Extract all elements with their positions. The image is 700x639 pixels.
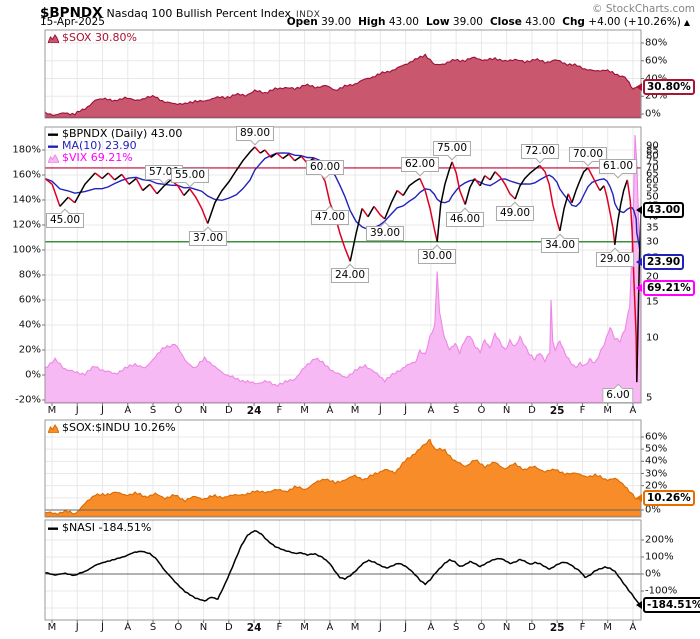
bpndx-price-series: [59, 196, 69, 207]
bpndx-price-series: [94, 172, 103, 180]
bpndx-price-series: [107, 172, 116, 181]
bpndx-price-series: [276, 152, 284, 160]
exchange-label: INDX: [295, 10, 321, 20]
bpndx-price-series: [128, 177, 137, 185]
bpndx-price-series: [484, 175, 491, 181]
line-icon: [48, 145, 58, 148]
bpndx-price-series: [567, 193, 573, 203]
nasi-legend-label: $NASI -184.51%: [62, 521, 152, 534]
bpndx-price-series: [614, 179, 629, 245]
bpndx-price-series: [189, 188, 209, 224]
bpndx-price-series: [270, 152, 278, 159]
open-value: 39.00: [321, 16, 352, 28]
bpndx-price-series: [514, 164, 541, 200]
bpndx-price-series: [264, 149, 272, 158]
bpndx-price-series: [571, 167, 589, 203]
bpndx-price-series: [396, 189, 404, 197]
chg-value: +4.00 (+10.26%): [588, 16, 681, 28]
copyright: © StockCharts.com: [592, 3, 695, 15]
open-label: Open: [286, 16, 318, 28]
bpndx-price-series: [539, 165, 561, 232]
bpndx-price-series: [312, 158, 351, 262]
bpndx-price-series: [451, 161, 466, 205]
line-icon: [48, 527, 58, 530]
area-chart-icon: [48, 33, 59, 43]
bpndx-legend-label: $BPNDX (Daily) 43.00: [62, 127, 183, 140]
low-value: 39.00: [452, 16, 483, 28]
nasi-line-series: [44, 530, 642, 607]
bpndx-price-series: [142, 183, 151, 192]
bpndx-price-series: [74, 172, 96, 204]
sox-indu-area-series: [44, 438, 642, 517]
panel-border: [44, 419, 642, 518]
low-label: Low: [425, 16, 450, 28]
bpndx-price-series: [149, 183, 158, 195]
bpndx-price-series: [306, 157, 314, 164]
vix-area-series: [44, 134, 642, 403]
bpndx-price-series: [419, 178, 438, 242]
bpndx-price-series: [288, 153, 296, 162]
bpndx-price-series: [436, 161, 453, 242]
bpndx-price-series: [402, 177, 421, 196]
close-label: Close: [489, 16, 522, 28]
bpndx-price-series: [121, 173, 130, 185]
bpndx-price-series: [479, 175, 486, 187]
high-label: High: [358, 16, 386, 28]
bpndx-price-series: [135, 178, 144, 191]
bpndx-price-series: [44, 177, 61, 207]
sox-panel-legend: $SOX 30.80%: [48, 32, 137, 44]
bpndx-price-series: [636, 210, 642, 383]
bpndx-price-series: [67, 196, 76, 204]
bpndx-price-series: [367, 206, 375, 218]
ohlc-quote: Open 39.00 High 43.00 Low 39.00 Close 43.00…: [280, 16, 690, 28]
bpndx-price-series: [494, 171, 516, 200]
panel-border: [44, 126, 642, 404]
chart-header: $BPNDX Nasdaq 100 Bullish Percent Index IN…: [40, 2, 320, 21]
bpndx-price-series: [373, 205, 386, 220]
panel-border: [44, 29, 642, 119]
bpndx-price-series: [114, 173, 123, 181]
bpndx-price-series: [464, 178, 476, 205]
bpndx-price-series: [384, 190, 398, 220]
bpndx-price-series: [599, 185, 605, 191]
bpndx-price-series: [474, 178, 481, 187]
bpndx-price-series: [361, 207, 369, 218]
bpndx-price-series: [183, 188, 191, 196]
close-value: 43.00: [525, 16, 556, 28]
bpndx-price-series: [101, 172, 109, 180]
area-chart-icon: [48, 153, 59, 163]
sox-indu-legend-label: $SOX:$INDU 10.26%: [62, 421, 176, 434]
sox-indu-panel-legend: $SOX:$INDU 10.26%: [48, 422, 176, 434]
bpndx-price-series: [587, 167, 601, 191]
bpndx-price-series: [156, 179, 172, 195]
symbol: $BPNDX: [40, 5, 103, 21]
bpndx-price-series: [559, 193, 570, 232]
main-panel-legend: $BPNDX (Daily) 43.00 MA(10) 23.90 $VIX 6…: [48, 128, 182, 164]
bpndx-price-series: [489, 171, 496, 181]
line-icon: [48, 133, 58, 136]
nasi-panel-legend: $NASI -184.51%: [48, 522, 151, 534]
high-value: 43.00: [388, 16, 419, 28]
bpndx-price-series: [254, 146, 261, 154]
ma10-legend-label: MA(10) 23.90: [62, 139, 137, 152]
panel-border: [44, 519, 642, 621]
bpndx-price-series: [603, 185, 616, 245]
bpndx-price-series: [206, 146, 256, 224]
chg-label: Chg: [562, 16, 585, 28]
sox-area-series: [44, 53, 642, 118]
page-title: Nasdaq 100 Bullish Percent Index: [106, 7, 291, 20]
ma10-line-series: [44, 152, 642, 262]
chart-date: 15-Apr-2025: [40, 16, 105, 28]
bpndx-price-series: [349, 208, 363, 262]
change-up-arrow-icon: ▲: [683, 18, 690, 27]
sox-legend-label: $SOX 30.80%: [62, 31, 137, 44]
vix-legend-label: $VIX 69.21%: [62, 151, 133, 164]
bpndx-price-series: [282, 153, 290, 160]
area-chart-icon: [48, 423, 59, 433]
bpndx-price-series: [259, 149, 266, 154]
bpndx-price-series: [294, 155, 302, 162]
